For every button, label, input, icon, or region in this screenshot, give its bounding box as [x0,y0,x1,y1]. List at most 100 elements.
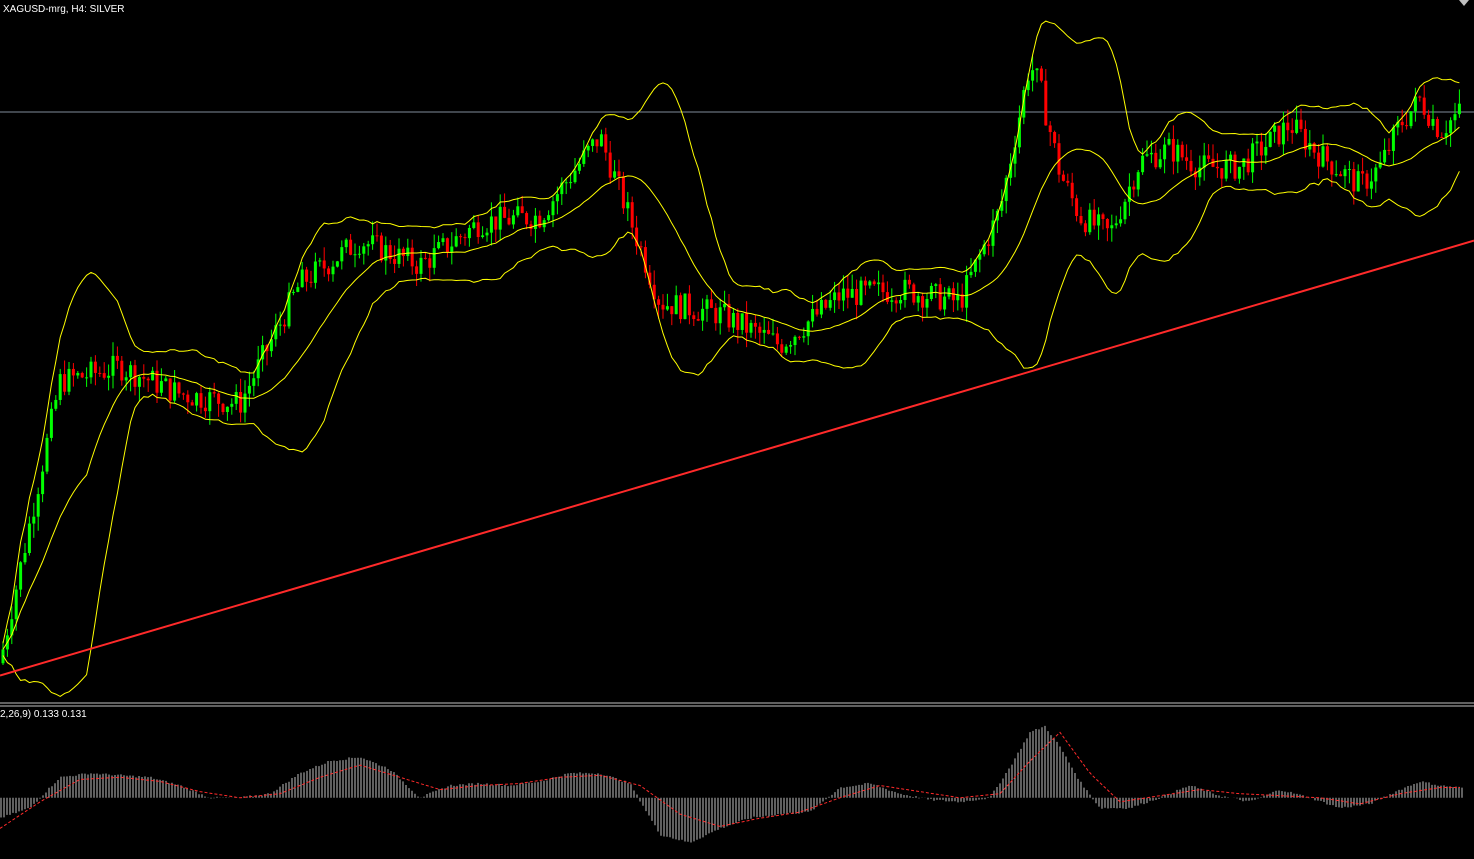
candle[interactable] [1207,144,1211,163]
candle[interactable] [137,375,141,402]
candle[interactable] [1158,149,1162,169]
candle[interactable] [1422,85,1426,119]
candle[interactable] [811,294,815,328]
candle[interactable] [243,380,247,423]
candle[interactable] [208,387,212,425]
candle[interactable] [401,246,405,267]
candle[interactable] [714,303,718,331]
candle[interactable] [98,366,102,377]
candle[interactable] [894,297,898,313]
candle[interactable] [701,298,705,331]
candle[interactable] [1427,109,1431,128]
candle[interactable] [379,232,383,263]
candle[interactable] [828,290,832,311]
candle[interactable] [49,402,53,442]
candle[interactable] [516,197,520,218]
candle[interactable] [129,361,133,392]
candle[interactable] [630,196,634,240]
candle[interactable] [987,240,991,256]
candle[interactable] [1264,132,1268,164]
candle[interactable] [661,294,665,319]
candle[interactable] [639,241,643,257]
candle[interactable] [806,320,810,346]
candle[interactable] [1176,139,1180,174]
candle[interactable] [1255,133,1259,156]
candle[interactable] [173,370,177,403]
candle[interactable] [247,371,251,407]
candle[interactable] [1171,125,1175,175]
candle[interactable] [71,363,75,387]
candle[interactable] [318,257,322,267]
candle[interactable] [239,378,243,423]
candle[interactable] [41,465,45,503]
candle[interactable] [938,278,942,312]
candle[interactable] [459,233,463,245]
candle[interactable] [327,266,331,282]
candle[interactable] [1281,111,1285,155]
candle[interactable] [665,293,669,311]
candle[interactable] [573,158,577,184]
candle[interactable] [225,406,229,421]
candle[interactable] [912,282,916,306]
candle[interactable] [771,318,775,336]
candle[interactable] [190,399,194,406]
candle[interactable] [485,228,489,242]
candle[interactable] [195,391,199,412]
candle[interactable] [569,173,573,189]
candle[interactable] [1088,203,1092,235]
candle[interactable] [683,293,687,320]
candle[interactable] [454,228,458,248]
candle[interactable] [45,433,49,475]
candle[interactable] [261,335,265,372]
candle[interactable] [1387,138,1391,155]
candle[interactable] [344,238,348,254]
candle[interactable] [388,239,392,264]
candle[interactable] [1396,115,1400,136]
candle[interactable] [934,282,938,299]
candle[interactable] [177,381,181,398]
candle[interactable] [300,261,304,288]
candle[interactable] [1039,65,1043,83]
candle[interactable] [604,127,608,161]
candle[interactable] [762,317,766,344]
candle[interactable] [1119,206,1123,227]
candle[interactable] [1229,151,1233,174]
candle[interactable] [745,301,749,348]
candle[interactable] [525,211,529,230]
candle[interactable] [291,289,295,296]
candle[interactable] [1202,142,1206,181]
candle[interactable] [1457,89,1461,118]
candle[interactable] [780,338,784,357]
candle[interactable] [23,543,27,565]
candle[interactable] [727,293,731,332]
candle[interactable] [1453,102,1457,131]
candle[interactable] [797,335,801,340]
candle[interactable] [1321,134,1325,168]
candle[interactable] [1409,111,1413,129]
candle[interactable] [815,299,819,317]
candle[interactable] [349,233,353,256]
candle[interactable] [551,196,555,228]
candle[interactable] [1031,56,1035,92]
candle[interactable] [322,247,326,277]
candle[interactable] [168,378,172,409]
candle[interactable] [159,368,163,397]
candle[interactable] [1075,194,1079,222]
candle[interactable] [362,242,366,265]
candle[interactable] [529,220,533,237]
candle[interactable] [547,210,551,222]
candle[interactable] [956,282,960,311]
candle[interactable] [252,370,256,397]
candle[interactable] [863,276,867,296]
candle[interactable] [982,240,986,257]
candle[interactable] [340,240,344,270]
candle[interactable] [687,285,691,325]
candle[interactable] [371,221,375,250]
candle[interactable] [1378,151,1382,170]
candle[interactable] [850,274,854,298]
candle[interactable] [1317,144,1321,179]
candle[interactable] [1369,168,1373,200]
candle[interactable] [102,362,106,380]
candle[interactable] [907,274,911,289]
